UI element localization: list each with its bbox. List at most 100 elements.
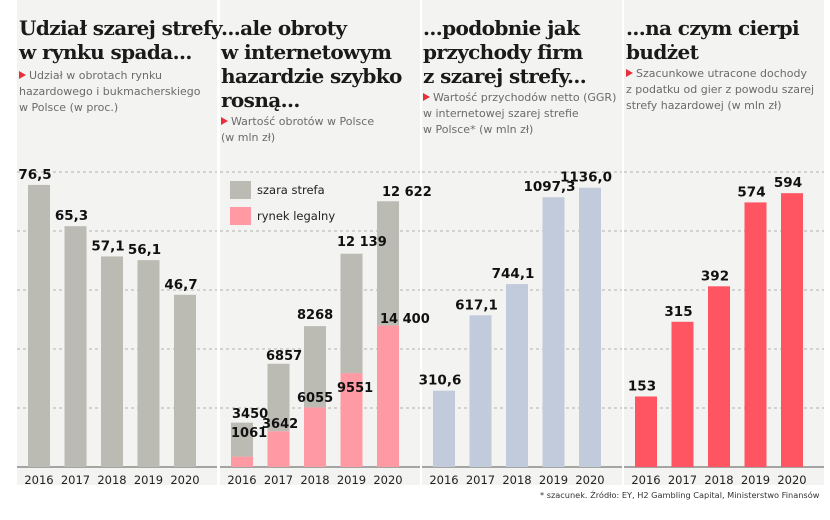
- data-label: 57,1: [91, 238, 124, 254]
- bar: [506, 284, 528, 467]
- data-label: 574: [737, 184, 765, 200]
- data-label: 594: [774, 175, 802, 191]
- panel-2-title-line: ...ale obroty: [221, 16, 347, 40]
- panel-4-title-line: ...na czym cierpi: [626, 16, 800, 40]
- data-label: 76,5: [18, 167, 51, 183]
- red-triangle-icon: [423, 93, 430, 101]
- bar: [137, 260, 160, 467]
- panel-2-subtitle-line: Wartość obrotów w Polsce: [231, 115, 375, 128]
- bar-grey-zone: [267, 363, 290, 432]
- data-label-legal: 6055: [297, 391, 333, 406]
- data-label-grey-zone: 6857: [266, 349, 302, 364]
- data-label-legal: 9551: [337, 381, 373, 396]
- bar-grey-zone: [340, 253, 363, 374]
- bar: [708, 286, 730, 467]
- bar-legal-market: [377, 325, 399, 467]
- panel-2-title-line: rosną...: [221, 88, 300, 112]
- legend-label-grey-zone: szara strefa: [257, 183, 325, 197]
- data-label: 56,1: [128, 242, 161, 258]
- panel-4-title-line: budżet: [626, 40, 699, 64]
- panel-2-subtitle-line: (w mln zł): [221, 131, 276, 144]
- x-tick-label: 2017: [61, 473, 90, 487]
- panel-4-subtitle-line: Szacunkowe utracone dochody: [636, 67, 807, 80]
- panel-1-subtitle-line: Udział w obrotach rynku: [29, 69, 163, 82]
- data-label-grey-zone: 3450: [232, 407, 268, 422]
- bar-legal-market: [231, 456, 253, 467]
- red-triangle-icon: [626, 69, 633, 77]
- x-tick-label: 2019: [337, 473, 366, 487]
- x-tick-label: 2017: [264, 473, 293, 487]
- bar: [744, 202, 767, 467]
- bar: [64, 226, 87, 467]
- panel-3-subtitle-line: Wartość przychodów netto (GGR): [433, 91, 617, 104]
- x-tick-label: 2020: [170, 473, 199, 487]
- data-label-legal: 1061: [231, 426, 267, 441]
- panel-4-subtitle-line: z podatku od gier z powodu szarej: [626, 83, 815, 96]
- data-label: 392: [701, 268, 729, 284]
- bar-grey-zone: [377, 201, 399, 326]
- x-tick-label: 2020: [575, 473, 604, 487]
- panel-3-subtitle-line: w Polsce* (w mln zł): [423, 123, 534, 136]
- panel-1-subtitle-line: w Polsce (w proc.): [19, 101, 119, 114]
- panel-3-title-line: z szarej strefy...: [423, 64, 587, 88]
- x-tick-label: 2019: [741, 473, 770, 487]
- x-tick-label: 2019: [539, 473, 568, 487]
- data-label: 1136,0: [560, 170, 612, 186]
- bar: [433, 390, 455, 467]
- data-label: 744,1: [492, 266, 535, 282]
- bar-legal-market: [267, 431, 290, 467]
- footnote: * szacunek. Źródło: EY, H2 Gambling Capi…: [540, 490, 820, 500]
- x-tick-label: 2020: [777, 473, 806, 487]
- bar: [542, 197, 565, 468]
- bar: [635, 396, 657, 467]
- bar-grey-zone: [304, 326, 326, 408]
- data-label-legal: 3642: [262, 417, 298, 432]
- panel-3-title: ...podobnie jak przychody firm z szarej …: [423, 16, 619, 88]
- data-label: 65,3: [55, 208, 88, 224]
- x-tick-label: 2018: [704, 473, 733, 487]
- panel-3-title-line: ...podobnie jak: [423, 16, 580, 40]
- panel-4-subtitle: Szacunkowe utracone dochody z podatku od…: [626, 66, 816, 114]
- legend-swatch-grey-zone: [230, 181, 251, 199]
- data-label: 315: [664, 304, 692, 320]
- data-label: 1097,3: [523, 179, 575, 195]
- panel-1-title: Udział szarej strefy w rynku spada...: [19, 16, 223, 64]
- x-tick-label: 2016: [429, 473, 458, 487]
- panel-3-title-line: przychody firm: [423, 40, 583, 64]
- panel-1-subtitle-line: hazardowego i bukmacherskiego: [19, 85, 201, 98]
- bar: [671, 321, 694, 467]
- bar: [781, 193, 803, 467]
- bar: [101, 256, 123, 467]
- legend-label-legal-market: rynek legalny: [257, 209, 335, 223]
- x-tick-label: 2017: [466, 473, 495, 487]
- data-label: 46,7: [164, 277, 197, 293]
- data-label-grey-zone: 8268: [297, 308, 333, 323]
- x-tick-label: 2016: [631, 473, 660, 487]
- panel-4-title: ...na czym cierpi budżet: [626, 16, 822, 64]
- bar: [579, 187, 601, 467]
- data-label: 617,1: [455, 297, 498, 313]
- x-tick-label: 2018: [97, 473, 126, 487]
- panel-1-subtitle: Udział w obrotach rynku hazardowego i bu…: [19, 68, 209, 116]
- x-tick-label: 2018: [502, 473, 531, 487]
- x-tick-label: 2018: [300, 473, 329, 487]
- data-label-grey-zone: 12 622: [382, 185, 432, 200]
- data-label: 153: [628, 378, 656, 394]
- legend-swatch-legal-market: [230, 207, 251, 225]
- bar: [469, 315, 492, 467]
- x-tick-label: 2019: [134, 473, 163, 487]
- bar: [174, 294, 196, 467]
- red-triangle-icon: [19, 71, 26, 79]
- x-tick-label: 2017: [668, 473, 697, 487]
- data-label: 310,6: [419, 373, 462, 389]
- data-label-legal: 14 400: [380, 312, 430, 327]
- x-tick-label: 2016: [24, 473, 53, 487]
- x-tick-label: 2016: [227, 473, 256, 487]
- x-tick-label: 2020: [373, 473, 402, 487]
- bar: [28, 184, 50, 467]
- panel-2-title-line: w internetowym: [221, 40, 392, 64]
- data-label-grey-zone: 12 139: [337, 235, 387, 250]
- panel-2-title: ...ale obroty w internetowym hazardzie s…: [221, 16, 417, 112]
- bar-grey-zone: [231, 422, 253, 457]
